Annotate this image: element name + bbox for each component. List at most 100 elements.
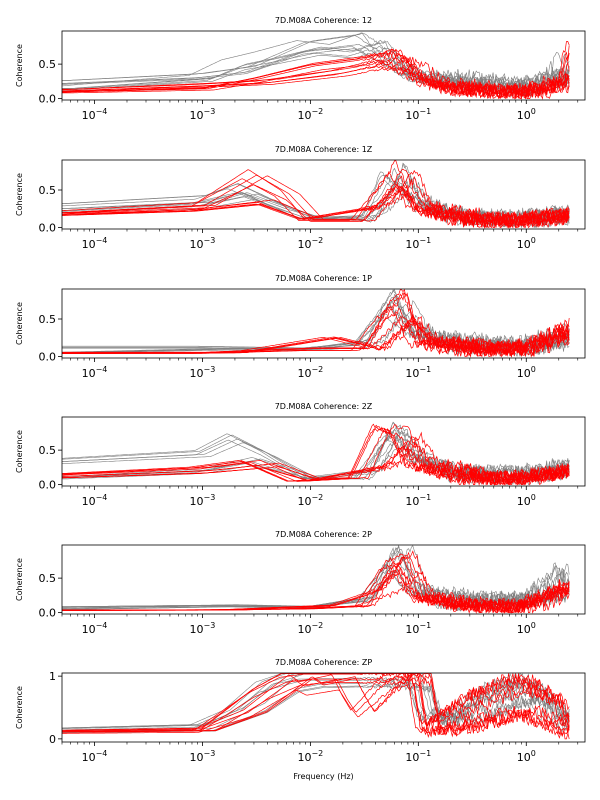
x-tick-label: 10−4	[82, 107, 108, 122]
plot-frame	[61, 672, 586, 743]
plot-frame	[61, 416, 586, 487]
x-tick-label: 10−4	[82, 236, 108, 251]
x-tick-label: 100	[517, 749, 536, 764]
panel-4: 7D.M08A Coherence: 2P Coherence 0.0 0.5 10−4…	[15, 530, 586, 636]
y-tick-label: 0.0	[39, 351, 57, 364]
x-tick-label: 10−3	[190, 365, 216, 380]
x-tick-label: 100	[517, 107, 536, 122]
x-tick-label: 10−3	[190, 236, 216, 251]
x-tick-label: 10−2	[297, 365, 323, 380]
y-tick-label: 0.0	[39, 607, 57, 620]
y-axis-label: Coherence	[15, 686, 24, 729]
series-line-gray	[62, 46, 570, 93]
x-tick-label: 10−4	[82, 749, 108, 764]
y-tick-label: 0.5	[39, 58, 57, 71]
x-tick-label: 100	[517, 236, 536, 251]
x-tick-label: 100	[517, 621, 536, 636]
x-tick-label: 10−2	[297, 749, 323, 764]
plot-frame	[61, 159, 586, 230]
series-line-red	[62, 673, 570, 731]
x-tick-label: 10−4	[82, 621, 108, 636]
series-line-red	[62, 172, 570, 229]
series-line-gray	[62, 549, 570, 608]
y-tick-label: 1	[49, 670, 56, 683]
panel-0: 7D.M08A Coherence: 12 Coherence 0.0 0.5 10−4…	[15, 16, 586, 122]
y-tick-label: 0.5	[39, 313, 57, 326]
x-axis-label: Frequency (Hz)	[293, 772, 353, 781]
panel-title: 7D.M08A Coherence: ZP	[275, 658, 373, 667]
panel-title: 7D.M08A Coherence: 2Z	[275, 402, 373, 411]
series-line-red	[62, 185, 570, 229]
y-tick-label: 0.5	[39, 572, 57, 585]
x-tick-label: 10−4	[82, 493, 108, 508]
series-line-red	[62, 683, 570, 740]
series-line-red	[62, 160, 570, 227]
series-line-red	[62, 53, 570, 99]
x-tick-label: 100	[517, 493, 536, 508]
panel-1: 7D.M08A Coherence: 1Z Coherence 0.0 0.5 10−4…	[15, 145, 586, 251]
series-line-red	[62, 572, 570, 614]
series-line-gray	[62, 547, 570, 609]
series-group	[62, 421, 570, 486]
series-line-gray	[62, 33, 570, 93]
series-group	[62, 545, 570, 614]
x-tick-label: 10−1	[405, 621, 431, 636]
series-line-red	[62, 168, 570, 229]
series-group	[62, 32, 570, 100]
series-line-gray	[62, 44, 570, 93]
x-tick-label: 10−1	[405, 107, 431, 122]
y-axis-label: Coherence	[15, 44, 24, 87]
panel-title: 7D.M08A Coherence: 1P	[275, 274, 372, 283]
series-line-gray	[62, 422, 570, 479]
y-tick-label: 0.5	[39, 184, 57, 197]
y-axis-label: Coherence	[15, 558, 24, 601]
x-tick-label: 10−4	[82, 365, 108, 380]
y-axis-label: Coherence	[15, 430, 24, 473]
x-tick-label: 10−1	[405, 236, 431, 251]
series-line-gray	[62, 545, 570, 608]
series-line-red	[62, 673, 570, 739]
x-tick-label: 10−1	[405, 493, 431, 508]
x-tick-label: 10−3	[190, 749, 216, 764]
series-line-red	[62, 314, 570, 358]
y-tick-label: 0.0	[39, 93, 57, 106]
series-line-gray	[62, 545, 570, 607]
series-line-gray	[62, 35, 570, 92]
panel-2: 7D.M08A Coherence: 1P Coherence 0.0 0.5 10−4…	[15, 274, 586, 380]
series-group	[62, 160, 570, 229]
y-axis-label: Coherence	[15, 173, 24, 216]
series-line-red	[62, 673, 570, 732]
plot-frame	[61, 288, 586, 359]
x-tick-label: 10−2	[297, 621, 323, 636]
panel-title: 7D.M08A Coherence: 2P	[275, 530, 372, 539]
series-line-gray	[62, 547, 570, 610]
series-line-red	[62, 442, 570, 486]
series-line-gray	[62, 545, 570, 608]
y-axis-label: Coherence	[15, 302, 24, 345]
series-line-red	[62, 188, 570, 229]
x-tick-label: 10−2	[297, 236, 323, 251]
series-line-red	[62, 65, 570, 100]
panel-3: 7D.M08A Coherence: 2Z Coherence 0.0 0.5 10−4…	[15, 402, 586, 508]
series-line-gray	[62, 162, 570, 224]
x-tick-label: 100	[517, 365, 536, 380]
series-group	[62, 673, 570, 740]
y-tick-label: 0.0	[39, 222, 57, 235]
series-line-red	[62, 436, 570, 486]
series-line-red	[62, 59, 570, 99]
y-tick-label: 0.0	[39, 479, 57, 492]
x-tick-label: 10−3	[190, 621, 216, 636]
panel-title: 7D.M08A Coherence: 1Z	[275, 145, 373, 154]
x-tick-label: 10−2	[297, 107, 323, 122]
series-line-red	[62, 431, 570, 486]
series-line-red	[62, 289, 570, 355]
x-tick-label: 10−2	[297, 493, 323, 508]
panel-title: 7D.M08A Coherence: 12	[275, 16, 372, 25]
x-tick-label: 10−3	[190, 107, 216, 122]
x-tick-label: 10−1	[405, 749, 431, 764]
plot-frame	[61, 30, 586, 101]
y-tick-label: 0	[49, 733, 56, 746]
series-line-red	[62, 673, 570, 736]
series-group	[62, 289, 570, 358]
